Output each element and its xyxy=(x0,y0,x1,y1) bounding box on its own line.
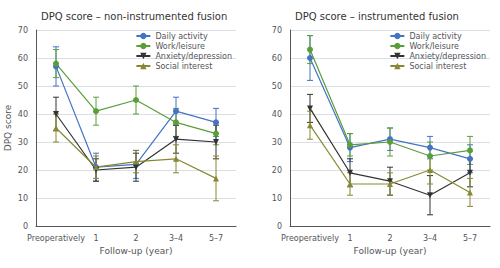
svg-text:Preoperatively: Preoperatively xyxy=(27,234,85,243)
svg-text:DPQ score: DPQ score xyxy=(3,104,13,151)
svg-text:20: 20 xyxy=(272,166,282,175)
svg-text:60: 60 xyxy=(272,54,282,63)
svg-text:3–4: 3–4 xyxy=(423,234,437,243)
svg-text:50: 50 xyxy=(18,82,28,91)
svg-text:DPQ score – instrumented fusio: DPQ score – instrumented fusion xyxy=(295,11,459,22)
svg-text:10: 10 xyxy=(18,194,28,203)
svg-text:0: 0 xyxy=(277,222,282,231)
svg-text:Follow-up (year): Follow-up (year) xyxy=(100,246,173,256)
svg-text:3–4: 3–4 xyxy=(169,234,183,243)
svg-text:Daily activity: Daily activity xyxy=(409,32,462,41)
svg-text:Follow-up (year): Follow-up (year) xyxy=(354,246,427,256)
svg-text:5–7: 5–7 xyxy=(463,234,477,243)
svg-text:Social interest: Social interest xyxy=(409,62,466,71)
svg-text:10: 10 xyxy=(272,194,282,203)
svg-text:30: 30 xyxy=(18,138,28,147)
svg-text:70: 70 xyxy=(272,26,282,35)
svg-text:Anxiety/depression: Anxiety/depression xyxy=(409,52,486,61)
svg-text:1: 1 xyxy=(93,234,98,243)
svg-text:Preoperatively: Preoperatively xyxy=(281,234,339,243)
svg-text:40: 40 xyxy=(18,110,28,119)
svg-text:20: 20 xyxy=(18,166,28,175)
svg-text:30: 30 xyxy=(272,138,282,147)
svg-text:40: 40 xyxy=(272,110,282,119)
svg-text:DPQ score – non-instrumented f: DPQ score – non-instrumented fusion xyxy=(41,11,227,22)
svg-text:Anxiety/depression: Anxiety/depression xyxy=(155,52,232,61)
svg-text:5–7: 5–7 xyxy=(209,234,223,243)
svg-text:60: 60 xyxy=(18,54,28,63)
svg-text:50: 50 xyxy=(272,82,282,91)
svg-text:Work/leisure: Work/leisure xyxy=(409,42,459,51)
svg-text:Daily activity: Daily activity xyxy=(155,32,208,41)
svg-text:0: 0 xyxy=(23,222,28,231)
svg-text:Work/leisure: Work/leisure xyxy=(155,42,205,51)
svg-text:Social interest: Social interest xyxy=(155,62,212,71)
svg-text:2: 2 xyxy=(387,234,392,243)
svg-text:1: 1 xyxy=(347,234,352,243)
svg-text:70: 70 xyxy=(18,26,28,35)
svg-text:2: 2 xyxy=(133,234,138,243)
